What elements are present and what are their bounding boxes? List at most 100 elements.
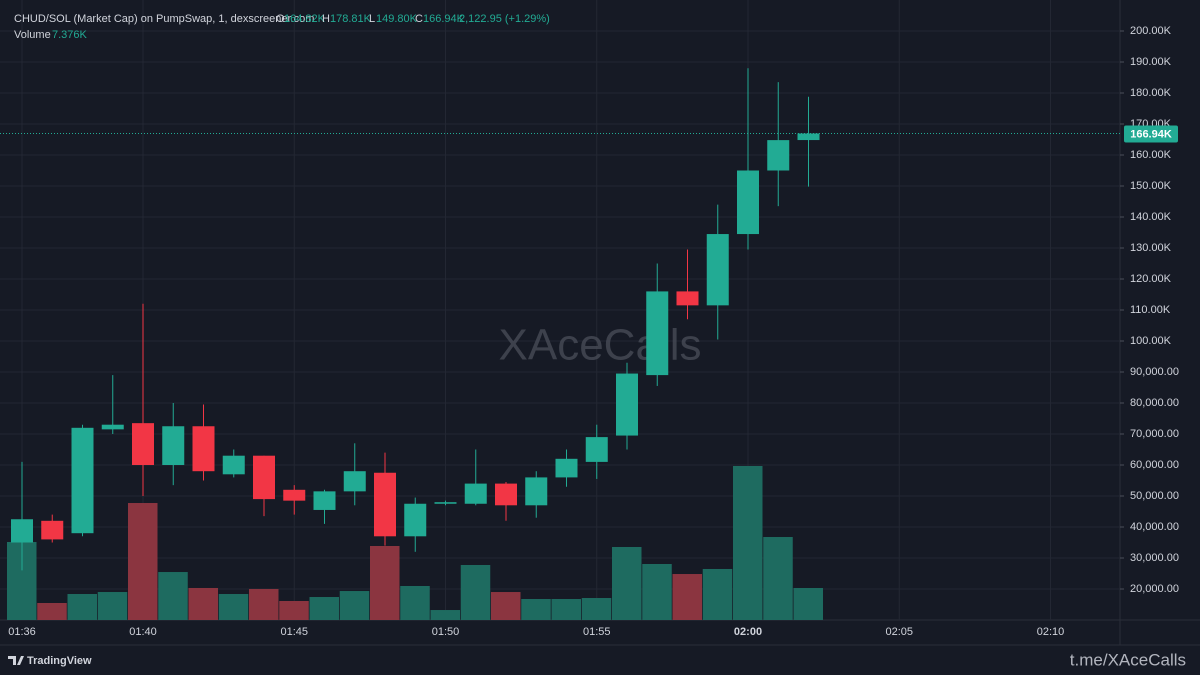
x-tick-label: 02:10 bbox=[1037, 626, 1065, 638]
last-price-label: 166.94K bbox=[1130, 128, 1172, 140]
volume-bar bbox=[521, 599, 551, 620]
candle-body bbox=[616, 373, 638, 436]
volume-value: 7.376K bbox=[52, 29, 88, 41]
volume-bar bbox=[551, 599, 581, 620]
y-tick-label: 180.00K bbox=[1130, 87, 1172, 99]
volume-bar bbox=[491, 592, 521, 620]
candle-body bbox=[646, 291, 669, 376]
y-tick-label: 190.00K bbox=[1130, 56, 1172, 68]
x-tick-label: 01:55 bbox=[583, 626, 611, 638]
brand-logo bbox=[8, 656, 24, 665]
volume-bar bbox=[158, 572, 188, 620]
volume-bar bbox=[581, 598, 612, 620]
volume-bar bbox=[279, 600, 309, 620]
candle-body bbox=[313, 491, 336, 510]
y-tick-label: 200.00K bbox=[1130, 25, 1172, 37]
volume-bar bbox=[249, 588, 279, 620]
candle-body bbox=[132, 423, 154, 465]
candle-body bbox=[495, 483, 517, 506]
y-tick-label: 20,000.00 bbox=[1130, 583, 1179, 595]
volume-bar bbox=[733, 466, 763, 620]
volume-bar bbox=[67, 594, 97, 620]
change: 2,122.95 (+1.29%) bbox=[459, 13, 550, 25]
x-tick-label: 01:36 bbox=[8, 626, 36, 638]
volume-bar bbox=[400, 585, 430, 620]
header: CHUD/SOL (Market Cap) on PumpSwap, 1, de… bbox=[14, 13, 550, 41]
y-tick-label: 50,000.00 bbox=[1130, 490, 1179, 502]
open-value: 164.82K bbox=[284, 13, 326, 25]
volume-bar bbox=[370, 545, 400, 620]
low-value: 149.80K bbox=[376, 13, 418, 25]
volume-bar bbox=[702, 568, 733, 620]
y-tick-label: 70,000.00 bbox=[1130, 428, 1179, 440]
volume-bar bbox=[430, 610, 460, 620]
high-value: 178.81K bbox=[330, 13, 372, 25]
candle-body bbox=[192, 426, 215, 472]
candle-body bbox=[797, 133, 820, 141]
x-tick-label: 02:00 bbox=[734, 626, 762, 638]
y-tick-label: 150.00K bbox=[1130, 180, 1172, 192]
volume-bar bbox=[672, 574, 702, 620]
y-tick-label: 40,000.00 bbox=[1130, 521, 1179, 533]
x-tick-label: 01:45 bbox=[280, 626, 308, 638]
x-tick-label: 02:05 bbox=[885, 626, 913, 638]
volume-bar bbox=[793, 588, 823, 620]
y-tick-label: 80,000.00 bbox=[1130, 397, 1179, 409]
y-tick-label: 140.00K bbox=[1130, 211, 1172, 223]
candle-body bbox=[525, 477, 548, 506]
candle-body bbox=[283, 489, 306, 501]
close-tag: C bbox=[415, 13, 423, 25]
y-tick-label: 60,000.00 bbox=[1130, 459, 1179, 471]
candle-body bbox=[41, 520, 64, 540]
footer: TradingView t.me/XAceCalls bbox=[8, 650, 1186, 669]
y-tick-label: 30,000.00 bbox=[1130, 552, 1179, 564]
volume-tag: Volume bbox=[14, 29, 51, 41]
y-tick-label: 110.00K bbox=[1130, 304, 1171, 316]
volume-bar bbox=[339, 591, 370, 620]
volume-bar bbox=[642, 563, 672, 620]
candle-body bbox=[71, 427, 94, 534]
x-tick-label: 01:50 bbox=[432, 626, 460, 638]
candle-body bbox=[464, 483, 487, 504]
candle-body bbox=[253, 455, 275, 500]
volume-bar bbox=[612, 546, 642, 620]
open-tag: O bbox=[276, 13, 285, 25]
y-tick-label: 90,000.00 bbox=[1130, 366, 1179, 378]
link[interactable]: t.me/XAceCalls bbox=[1070, 650, 1186, 669]
symbol: CHUD/SOL (Market Cap) on PumpSwap, 1, de… bbox=[14, 13, 314, 25]
volume-bar bbox=[460, 564, 491, 620]
close-value: 166.94K bbox=[423, 13, 465, 25]
volume-bar bbox=[128, 503, 158, 620]
candle-body bbox=[404, 503, 427, 537]
y-tick-label: 100.00K bbox=[1130, 335, 1172, 347]
high-tag: H bbox=[322, 13, 330, 25]
candle-body bbox=[585, 437, 608, 462]
candle-body bbox=[767, 140, 790, 171]
y-tick-label: 130.00K bbox=[1130, 242, 1172, 254]
candle-body bbox=[676, 291, 699, 306]
volume-bar bbox=[218, 594, 249, 620]
candle-body bbox=[706, 234, 729, 306]
candle-body bbox=[343, 471, 366, 492]
x-tick-label: 01:40 bbox=[129, 626, 157, 638]
candle-body bbox=[101, 424, 124, 430]
volume-bar bbox=[97, 592, 128, 620]
grid bbox=[0, 0, 1120, 620]
candle-body bbox=[222, 455, 245, 475]
low-tag: L bbox=[369, 13, 375, 25]
volume-bar bbox=[188, 587, 218, 620]
y-tick-label: 160.00K bbox=[1130, 149, 1172, 161]
candle-body bbox=[11, 519, 33, 543]
last-price-box bbox=[1124, 125, 1178, 143]
candle-body bbox=[434, 502, 457, 504]
candle-body bbox=[162, 426, 185, 465]
candle-body bbox=[555, 458, 578, 478]
candle-body bbox=[737, 170, 759, 235]
volume-bar bbox=[763, 537, 793, 620]
brand: TradingView bbox=[27, 655, 92, 667]
watermark: XAceCalls bbox=[499, 321, 702, 370]
y-tick-label: 120.00K bbox=[1130, 273, 1172, 285]
